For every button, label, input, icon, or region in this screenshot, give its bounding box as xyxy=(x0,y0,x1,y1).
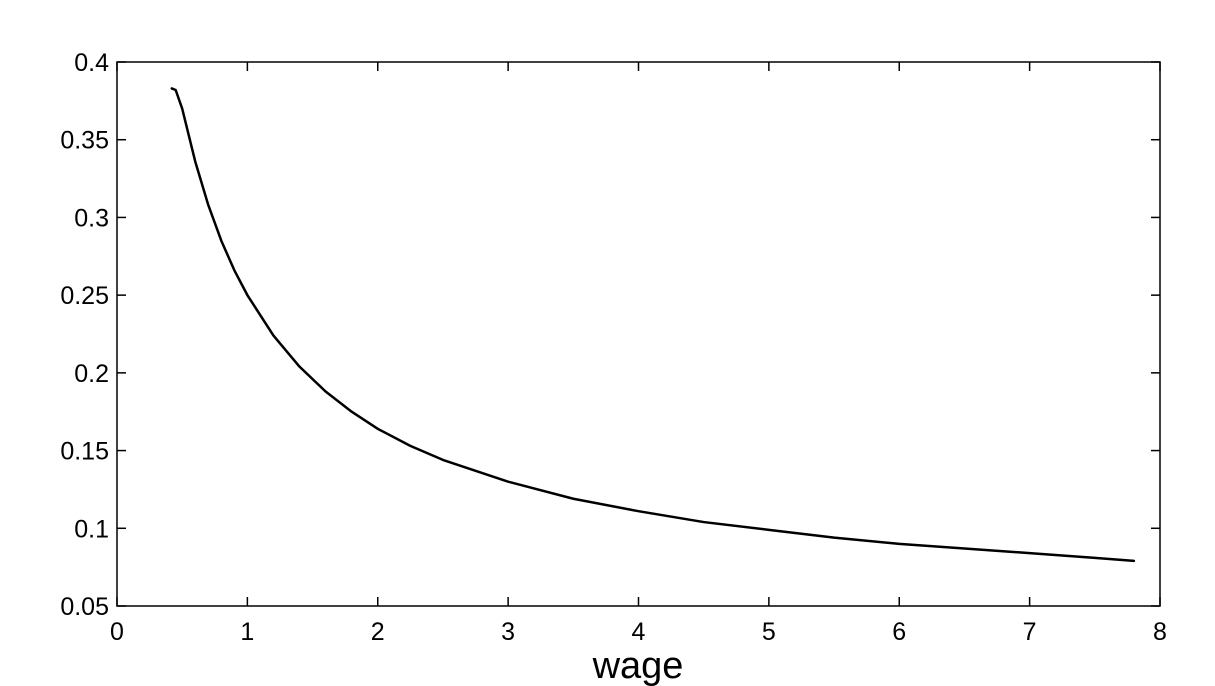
x-tick-label-3: 3 xyxy=(501,618,515,646)
y-tick-label-1: 0.1 xyxy=(74,515,109,543)
tick-labels: 0 1 2 3 4 5 6 7 8 0.05 0.1 0.15 0.2 0.25 0.3 0.35 0.4 xyxy=(60,49,1167,646)
x-tick-label-1: 1 xyxy=(240,618,254,646)
y-tick-label-7: 0.4 xyxy=(74,49,109,77)
x-tick-label-7: 7 xyxy=(1023,618,1037,646)
x-tick-label-6: 6 xyxy=(892,618,906,646)
ticks xyxy=(116,61,1161,607)
y-tick-label-5: 0.3 xyxy=(74,204,109,232)
x-tick-label-2: 2 xyxy=(371,618,385,646)
x-tick-label-4: 4 xyxy=(632,618,646,646)
series-line xyxy=(170,87,1136,563)
x-tick-label-5: 5 xyxy=(762,618,776,646)
y-tick-label-0: 0.05 xyxy=(60,593,109,621)
x-tick-label-8: 8 xyxy=(1153,618,1167,646)
y-tick-label-6: 0.35 xyxy=(60,127,109,155)
y-tick-label-2: 0.15 xyxy=(60,438,109,466)
x-axis-label: wage xyxy=(592,645,684,686)
y-tick-label-4: 0.25 xyxy=(60,282,109,310)
x-tick-label-0: 0 xyxy=(110,618,124,646)
y-tick-label-3: 0.2 xyxy=(74,360,109,388)
